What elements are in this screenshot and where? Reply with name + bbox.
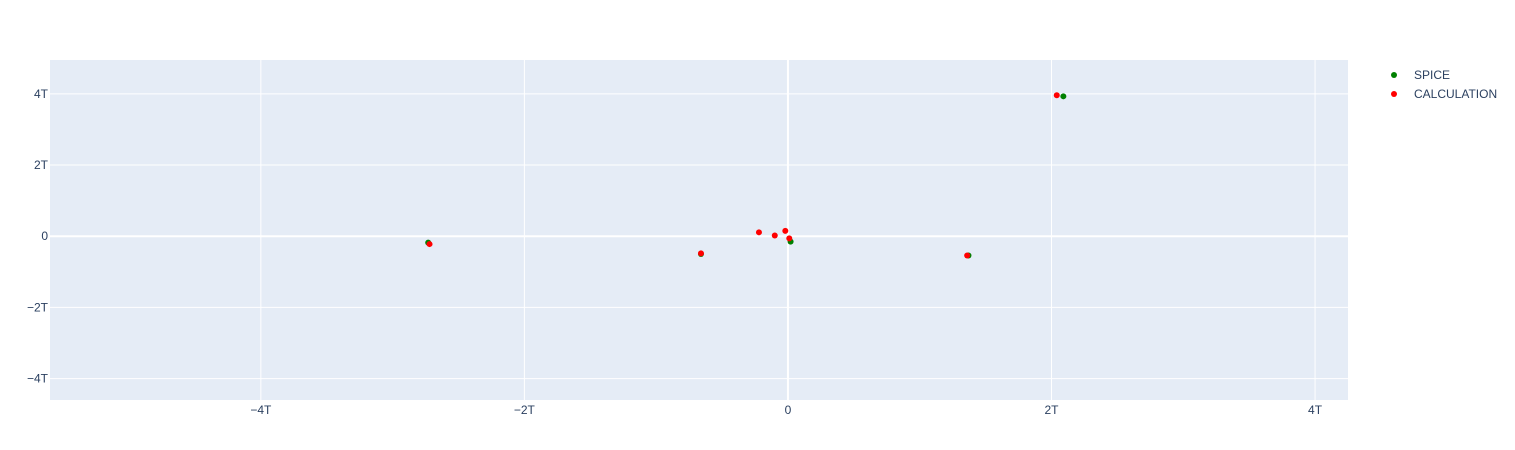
data-point-calculation[interactable] <box>964 252 971 259</box>
data-point-calculation[interactable] <box>755 229 762 236</box>
data-point-calculation[interactable] <box>1053 92 1060 99</box>
data-point-calculation[interactable] <box>782 227 789 234</box>
x-tick-label: −4T <box>250 403 272 417</box>
x-tick-label: 2T <box>1044 403 1059 417</box>
legend-item-spice[interactable]: SPICE <box>1391 68 1450 82</box>
series-calculation-points <box>426 92 1060 259</box>
plot-background <box>50 60 1348 400</box>
data-point-calculation[interactable] <box>771 232 778 239</box>
y-tick-label: 0 <box>41 229 48 243</box>
data-point-calculation[interactable] <box>786 235 793 242</box>
y-tick-label: 4T <box>34 87 49 101</box>
x-tick-label: −2T <box>514 403 536 417</box>
legend-label: SPICE <box>1414 68 1450 82</box>
data-points <box>425 92 1067 259</box>
legend-item-calculation[interactable]: CALCULATION <box>1391 87 1497 101</box>
data-point-calculation[interactable] <box>697 250 704 257</box>
legend-marker <box>1391 72 1397 78</box>
x-tick-label: 4T <box>1308 403 1323 417</box>
legend-marker <box>1391 91 1397 97</box>
data-point-calculation[interactable] <box>426 241 433 248</box>
tick-labels: −4T −2T 0 2T 4T 4T 2T 0 −2T −4T <box>27 87 1323 417</box>
x-tick-label: 0 <box>785 403 792 417</box>
y-tick-label: −2T <box>27 300 49 314</box>
y-tick-label: 2T <box>34 158 49 172</box>
gridlines <box>50 60 1348 400</box>
legend[interactable]: SPICE CALCULATION <box>1391 68 1497 101</box>
legend-label: CALCULATION <box>1414 87 1497 101</box>
data-point-spice[interactable] <box>1060 93 1067 100</box>
y-tick-label: −4T <box>27 372 49 386</box>
